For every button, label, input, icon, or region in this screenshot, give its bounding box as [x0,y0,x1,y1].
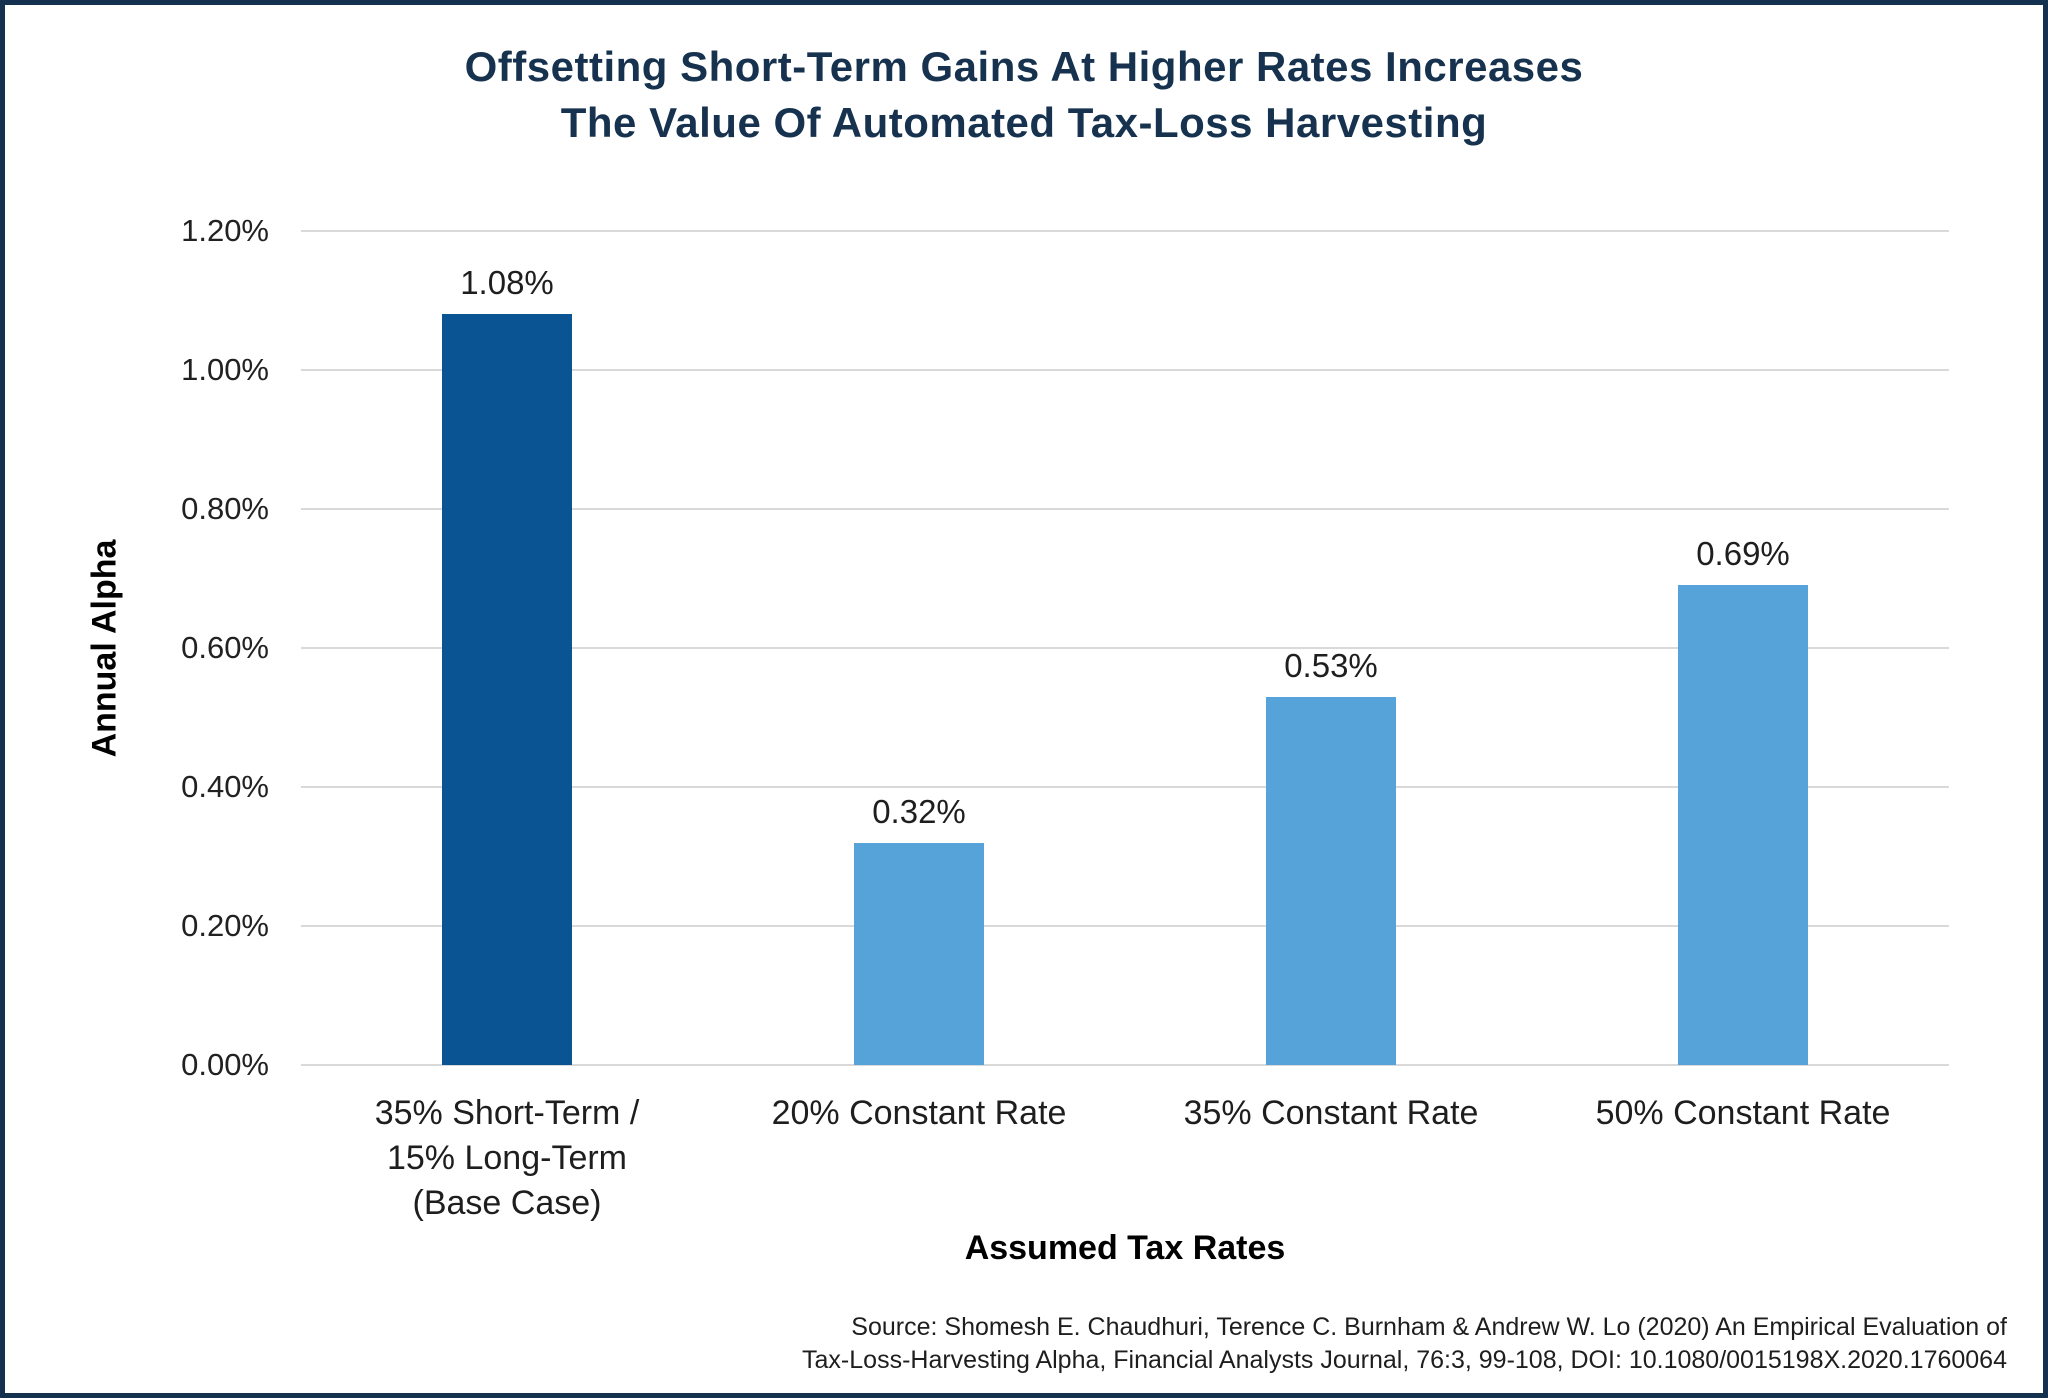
x-category-label: 50% Constant Rate [1537,1091,1949,1136]
bar-column: 1.08% [301,231,713,1065]
source-note: Source: Shomesh E. Chaudhuri, Terence C.… [802,1311,2007,1377]
y-tick-label: 0.60% [181,630,269,665]
y-tick-label: 0.40% [181,769,269,804]
gridline [301,786,1949,788]
gridline [301,508,1949,510]
x-category-label: 20% Constant Rate [713,1091,1125,1136]
source-note-line-2: Tax-Loss-Harvesting Alpha, Financial Ana… [802,1346,2007,1374]
gridline [301,230,1949,232]
bar-column: 0.32% [713,231,1125,1065]
chart-title-line-1: Offsetting Short-Term Gains At Higher Ra… [464,43,1584,90]
x-category-label-line: 35% Constant Rate [1183,1094,1479,1132]
gridline [301,647,1949,649]
bar-column: 0.53% [1125,231,1537,1065]
bar [1266,696,1396,1065]
x-category-label-line: 15% Long-Term [386,1139,627,1177]
y-tick-label: 0.00% [181,1047,269,1082]
x-category-label: 35% Constant Rate [1125,1091,1537,1136]
plot-area: 1.08% 0.32% 0.53% 0.69% [301,230,1949,1066]
x-category-label-line: 35% Short-Term / [374,1094,640,1132]
source-note-line-1: Source: Shomesh E. Chaudhuri, Terence C.… [851,1313,2007,1341]
gridline [301,369,1949,371]
bar [854,842,984,1065]
bar-value-label: 1.08% [460,264,554,302]
y-tick-label: 1.20% [181,213,269,248]
y-tick-label: 0.80% [181,491,269,526]
x-axis-labels: 35% Short-Term / 15% Long-Term (Base Case)… [301,1091,1949,1231]
gridline [301,1064,1949,1066]
bar-value-label: 0.32% [872,792,966,830]
y-axis-ticks: 0.00% 0.20% 0.40% 0.60% 0.80% 1.00% 1.20% [5,213,269,1082]
gridline [301,925,1949,927]
y-tick-label: 0.20% [181,908,269,943]
bar [442,314,572,1065]
bar [1678,585,1808,1065]
bar-value-label: 0.53% [1284,646,1378,684]
y-tick-label: 1.00% [181,352,269,387]
chart-title: Offsetting Short-Term Gains At Higher Ra… [5,39,2043,151]
x-category-label-line: (Base Case) [412,1184,602,1222]
x-axis-title: Assumed Tax Rates [964,1229,1286,1267]
chart-title-line-2: The Value Of Automated Tax-Loss Harvesti… [560,99,1488,146]
x-category-label-line: 20% Constant Rate [771,1094,1067,1132]
bar-value-label: 0.69% [1696,535,1790,573]
x-category-label: 35% Short-Term / 15% Long-Term (Base Case) [301,1091,713,1226]
x-category-label-line: 50% Constant Rate [1595,1094,1891,1132]
bar-column: 0.69% [1537,231,1949,1065]
